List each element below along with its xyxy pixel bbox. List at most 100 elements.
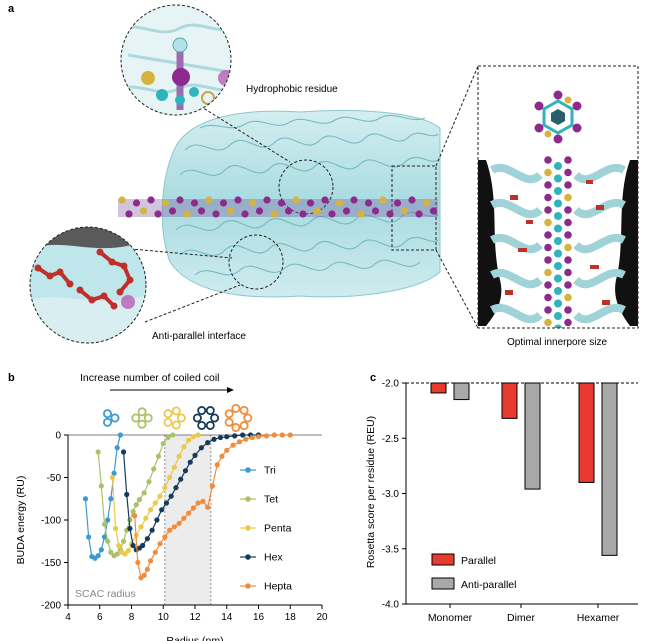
pore-bead [544,256,552,264]
pore-bead [544,168,552,177]
legend-label: Penta [264,523,292,535]
data-point [98,483,104,489]
x-tick-label: 8 [129,612,135,623]
data-point [224,447,230,453]
pore-bead [554,262,562,270]
data-point [143,515,149,521]
data-point [140,542,146,549]
chain-bead [371,207,380,215]
data-point [105,517,111,523]
chain-bead [299,210,307,218]
data-point [198,445,204,451]
legend-label: Tri [264,465,276,477]
data-point [147,558,154,564]
chain-bead [408,196,416,204]
pore-bead [564,206,572,214]
data-point [192,452,198,458]
chain-bead [234,196,242,204]
data-point [144,536,150,542]
chain-bead [190,199,199,207]
label-anti-parallel-interface: Anti-parallel interface [152,331,246,342]
pore-bead [544,193,552,202]
chain-bead [379,196,387,204]
data-point [157,493,163,499]
bar-parallel [501,382,518,419]
pore-bead [554,249,562,258]
chain-bead [255,207,264,215]
data-point [120,538,127,544]
chain-bead [364,199,373,207]
legend-marker [245,583,251,589]
pore-bead [564,268,572,277]
x-tick-label: 14 [221,612,233,623]
data-point [86,534,92,540]
data-point [101,521,108,527]
legend-marker [245,554,251,560]
legend-label: Parallel [461,555,496,567]
data-point [127,525,133,532]
data-point [105,538,111,544]
data-point [124,491,130,498]
data-point [178,476,184,482]
chain-bead [400,207,409,215]
data-point [249,434,255,441]
data-point [135,559,141,566]
legend-label: Hex [264,552,283,564]
data-point [224,434,230,440]
data-point [114,445,120,451]
data-point [147,507,154,513]
pore-bead [554,287,562,295]
data-point [130,508,136,515]
data-point [167,527,173,533]
data-point [144,566,150,572]
chain-bead [263,196,271,204]
pore-bead [564,218,572,227]
data-point [162,485,168,491]
chain-bead [313,207,322,215]
x-tick-label: Dimer [507,612,536,624]
series-line-tri [84,434,121,559]
chart-b-y-axis-label: BUDA energy (RU) [15,476,27,565]
chain-bead [125,210,133,218]
data-point [82,496,89,502]
data-point [109,474,116,481]
pore-bead [544,206,552,214]
ring-icon-hex [192,406,220,430]
chain-bead [350,196,358,204]
data-point [125,548,131,554]
data-point [146,479,152,485]
x-tick-label: 20 [316,612,328,623]
pore-bead [554,299,562,308]
data-point [181,444,187,450]
series-hex [120,432,262,553]
data-point [127,517,133,523]
bar-parallel [578,382,595,483]
pore-bead [544,318,552,327]
increase-arrow [110,387,234,393]
pore-bead [544,293,552,302]
data-point [176,520,182,526]
data-point [217,434,223,441]
data-point [232,433,238,439]
panel-b-header: Increase number of coiled coil [80,372,220,384]
legend-label: Hepta [264,581,292,593]
data-point [187,459,193,465]
chain-bead [197,207,206,215]
data-point [287,432,293,438]
data-point [255,434,262,440]
data-point [200,498,206,504]
data-point [190,505,197,511]
y-tick-label: -2.5 [382,434,400,445]
legend-label: Tet [264,494,278,506]
chain-bead [415,210,423,218]
data-point [186,510,192,516]
data-point [133,502,139,508]
pore-bead [564,293,572,302]
pore-bead [564,243,572,252]
data-point [152,549,158,555]
data-point [165,434,171,441]
data-point [154,517,160,523]
data-point [209,483,216,489]
label-optimal-innerpore-size: Optimal innerpore size [507,337,608,348]
chain-bead [393,199,402,207]
